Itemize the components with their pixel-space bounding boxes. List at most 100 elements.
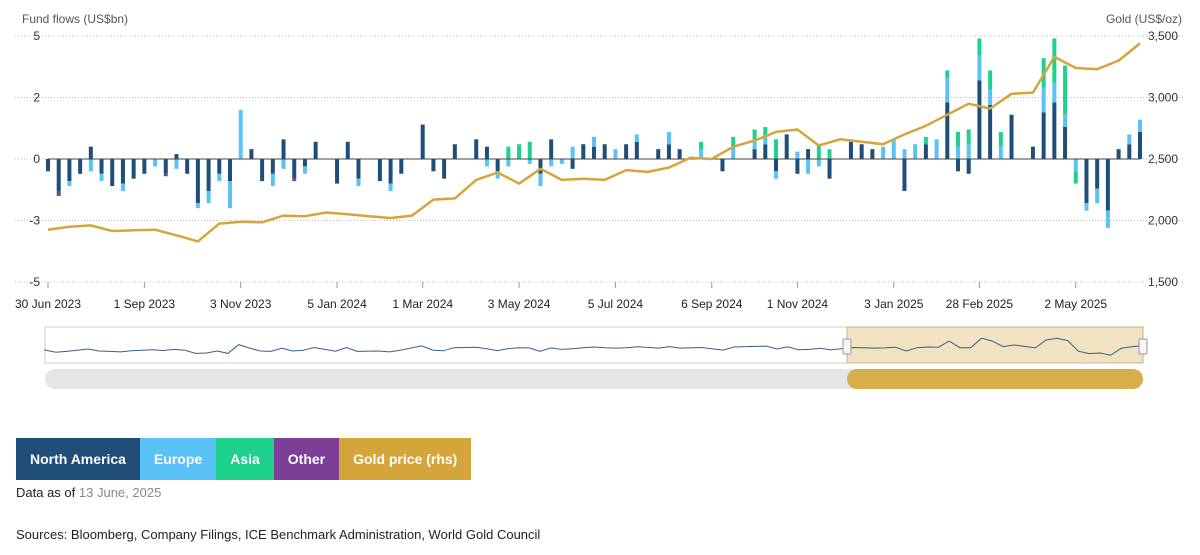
bar-north-america[interactable] (752, 149, 757, 159)
bar-europe[interactable] (484, 159, 489, 167)
bar-europe[interactable] (217, 173, 222, 182)
bar-north-america[interactable] (656, 149, 661, 159)
bar-north-america[interactable] (99, 159, 104, 174)
bar-other[interactable] (163, 173, 168, 177)
bar-europe[interactable] (634, 134, 639, 142)
bar-europe[interactable] (67, 181, 72, 187)
bar-north-america[interactable] (602, 144, 607, 159)
bar-europe[interactable] (1127, 134, 1132, 145)
bar-north-america[interactable] (624, 144, 629, 159)
bar-europe[interactable] (752, 139, 757, 150)
bar-europe[interactable] (934, 139, 939, 159)
bar-north-america[interactable] (313, 141, 318, 159)
bar-europe[interactable] (506, 159, 511, 167)
bar-north-america[interactable] (1127, 144, 1132, 159)
bar-north-america[interactable] (581, 144, 586, 159)
bar-europe[interactable] (153, 159, 158, 167)
bar-north-america[interactable] (120, 159, 125, 184)
bar-asia[interactable] (763, 127, 768, 137)
bar-north-america[interactable] (677, 149, 682, 159)
bar-north-america[interactable] (848, 141, 853, 159)
bar-asia[interactable] (752, 129, 757, 140)
bar-europe[interactable] (795, 151, 800, 159)
bar-other[interactable] (292, 178, 297, 182)
bar-europe[interactable] (1095, 188, 1100, 204)
bar-north-america[interactable] (1105, 159, 1110, 211)
bar-north-america[interactable] (292, 159, 297, 179)
bar-north-america[interactable] (774, 159, 778, 172)
bar-europe[interactable] (1084, 203, 1089, 211)
bar-north-america[interactable] (88, 146, 93, 159)
bar-north-america[interactable] (195, 159, 200, 204)
bar-north-america[interactable] (666, 144, 671, 159)
navigator-handle-right[interactable] (1138, 338, 1148, 355)
bar-north-america[interactable] (1009, 114, 1014, 159)
bar-europe[interactable] (495, 171, 500, 179)
bar-europe[interactable] (913, 144, 918, 159)
bar-europe[interactable] (302, 166, 307, 174)
bar-north-america[interactable] (56, 159, 61, 191)
bar-asia[interactable] (1073, 171, 1078, 184)
bar-north-america[interactable] (923, 144, 928, 159)
bar-asia[interactable] (506, 146, 511, 159)
bar-europe[interactable] (966, 144, 971, 159)
scrollbar-thumb[interactable] (847, 369, 1143, 389)
bar-europe[interactable] (281, 159, 286, 169)
bar-europe[interactable] (977, 55, 982, 81)
bar-europe[interactable] (881, 146, 886, 159)
bar-asia[interactable] (956, 131, 960, 147)
bar-europe[interactable] (570, 146, 575, 159)
bar-north-america[interactable] (1041, 112, 1046, 159)
bar-other[interactable] (56, 190, 61, 196)
bar-north-america[interactable] (356, 159, 361, 179)
bar-europe[interactable] (945, 77, 950, 103)
bar-north-america[interactable] (270, 159, 275, 174)
bar-asia[interactable] (699, 141, 704, 150)
bar-europe[interactable] (592, 136, 596, 147)
bar-north-america[interactable] (131, 159, 136, 179)
bar-north-america[interactable] (163, 159, 168, 174)
bar-europe[interactable] (195, 203, 200, 209)
bar-north-america[interactable] (260, 159, 265, 182)
bar-europe[interactable] (238, 109, 243, 159)
bar-europe[interactable] (1105, 210, 1110, 228)
bar-north-america[interactable] (206, 159, 211, 191)
bar-north-america[interactable] (870, 149, 875, 159)
bar-asia[interactable] (966, 129, 971, 145)
bar-north-america[interactable] (1030, 146, 1035, 159)
bar-north-america[interactable] (1063, 127, 1068, 159)
bar-europe[interactable] (988, 90, 993, 105)
bar-north-america[interactable] (377, 159, 382, 182)
bar-europe[interactable] (1138, 119, 1142, 132)
legend-europe[interactable]: Europe (139, 438, 217, 480)
bar-europe[interactable] (731, 146, 736, 159)
navigator[interactable] (44, 326, 1148, 389)
bar-north-america[interactable] (345, 141, 350, 159)
bar-north-america[interactable] (399, 159, 404, 174)
bar-north-america[interactable] (570, 159, 575, 169)
bar-north-america[interactable] (966, 159, 971, 174)
bar-asia[interactable] (827, 149, 832, 159)
bar-north-america[interactable] (1095, 159, 1100, 189)
bar-north-america[interactable] (281, 139, 286, 159)
navigator-selection[interactable] (846, 326, 1144, 364)
bar-europe[interactable] (998, 146, 1003, 159)
bar-europe[interactable] (388, 183, 393, 191)
bar-europe[interactable] (559, 159, 564, 164)
bar-north-america[interactable] (988, 104, 993, 159)
bar-asia[interactable] (517, 144, 522, 159)
bar-europe[interactable] (206, 190, 211, 204)
bar-north-america[interactable] (228, 159, 232, 182)
bar-north-america[interactable] (956, 159, 960, 172)
bar-europe[interactable] (816, 159, 821, 167)
bar-asia[interactable] (945, 70, 950, 78)
bar-asia[interactable] (1063, 65, 1068, 115)
bar-europe[interactable] (891, 139, 896, 159)
bar-europe[interactable] (549, 159, 554, 167)
bar-north-america[interactable] (46, 159, 50, 172)
bar-asia[interactable] (527, 141, 532, 159)
bar-europe[interactable] (228, 181, 232, 209)
bar-europe[interactable] (356, 178, 361, 187)
legend-other[interactable]: Other (273, 438, 340, 480)
bar-north-america[interactable] (806, 149, 811, 159)
